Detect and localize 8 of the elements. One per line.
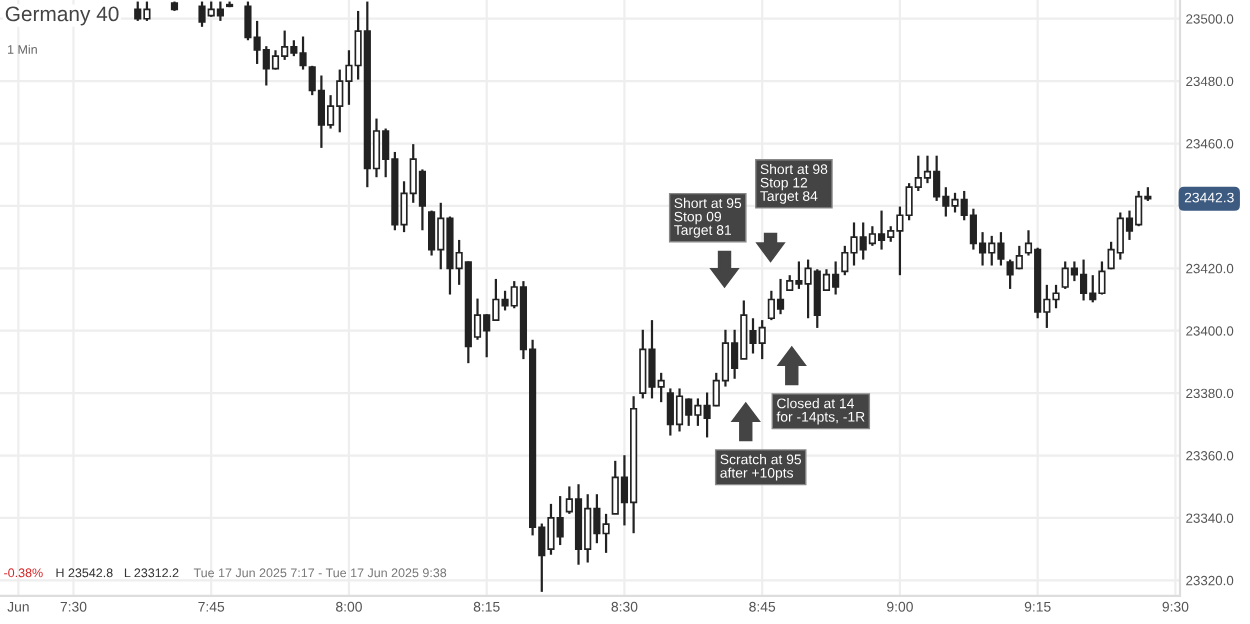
candlestick (1079, 258, 1088, 302)
candlestick (271, 49, 280, 71)
candlestick (675, 387, 684, 433)
candlestick (776, 277, 785, 316)
candlestick (877, 209, 886, 251)
chart-title: Germany 40 (5, 6, 119, 26)
candlestick (216, 0, 224, 23)
candlestick (428, 209, 436, 257)
